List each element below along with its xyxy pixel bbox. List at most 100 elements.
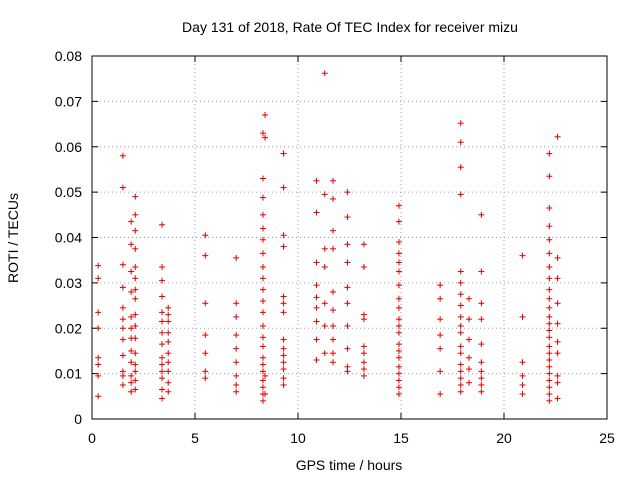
data-point — [546, 350, 553, 357]
data-point — [437, 345, 444, 352]
data-point — [478, 388, 485, 395]
data-point — [95, 372, 102, 379]
data-point — [546, 205, 553, 212]
data-point — [395, 341, 402, 348]
data-point — [330, 336, 337, 343]
data-point — [330, 195, 337, 202]
data-point — [119, 261, 126, 268]
y-tick-label: 0.06 — [55, 139, 82, 155]
data-point — [554, 254, 561, 261]
data-point — [395, 304, 402, 311]
data-point — [395, 218, 402, 225]
data-point — [546, 320, 553, 327]
data-point — [437, 316, 444, 323]
data-point — [546, 377, 553, 384]
data-point — [330, 227, 337, 234]
data-point — [465, 366, 472, 373]
data-point — [546, 295, 553, 302]
data-point — [280, 293, 287, 300]
data-point — [259, 250, 266, 257]
data-point — [280, 366, 287, 373]
data-point — [321, 263, 328, 270]
y-axis-ticks: 0 0.01 0.02 0.03 0.04 0.05 0.06 0.07 0.08 — [55, 48, 607, 427]
data-point — [95, 275, 102, 282]
y-tick-label: 0.07 — [55, 93, 82, 109]
data-point — [119, 336, 126, 343]
data-point — [313, 294, 320, 301]
x-axis-ticks: 0 5 10 15 20 25 — [88, 56, 615, 446]
data-point — [132, 263, 139, 270]
data-point — [119, 352, 126, 359]
data-point — [478, 300, 485, 307]
data-point — [344, 241, 351, 248]
data-point — [259, 377, 266, 384]
data-point — [132, 361, 139, 368]
data-point — [202, 232, 209, 239]
data-point — [202, 332, 209, 339]
y-tick-label: 0.03 — [55, 275, 82, 291]
data-point — [395, 363, 402, 370]
data-point — [321, 70, 328, 77]
data-point — [159, 368, 166, 375]
data-point — [395, 282, 402, 289]
data-point — [259, 343, 266, 350]
data-point — [280, 300, 287, 307]
data-point — [457, 368, 464, 375]
y-tick-label: 0.08 — [55, 48, 82, 64]
data-point — [546, 334, 553, 341]
data-point — [119, 368, 126, 375]
data-point — [233, 372, 240, 379]
data-point — [546, 370, 553, 377]
data-point — [546, 343, 553, 350]
data-point — [554, 395, 561, 402]
data-point — [437, 295, 444, 302]
data-point — [395, 329, 402, 336]
data-point — [395, 268, 402, 275]
data-point — [313, 282, 320, 289]
data-point — [280, 336, 287, 343]
data-point — [554, 275, 561, 282]
data-point — [259, 225, 266, 232]
data-point — [313, 318, 320, 325]
data-point — [119, 304, 126, 311]
data-point — [259, 368, 266, 375]
data-point — [330, 350, 337, 357]
x-tick-label: 10 — [290, 430, 306, 446]
data-point — [395, 316, 402, 323]
data-point — [395, 354, 402, 361]
y-tick-label: 0.01 — [55, 366, 82, 382]
data-point — [165, 318, 172, 325]
data-point — [95, 262, 102, 269]
data-point — [259, 322, 266, 329]
data-point — [457, 375, 464, 382]
data-point — [321, 350, 328, 357]
data-point — [132, 377, 139, 384]
data-point — [259, 275, 266, 282]
data-point — [321, 245, 328, 252]
data-point — [546, 363, 553, 370]
x-tick-label: 20 — [496, 430, 512, 446]
data-point — [344, 300, 351, 307]
data-point — [259, 236, 266, 243]
data-point — [344, 322, 351, 329]
data-point — [546, 327, 553, 334]
data-point — [159, 341, 166, 348]
data-point — [395, 202, 402, 209]
data-point — [465, 316, 472, 323]
data-point — [95, 361, 102, 368]
data-point — [395, 391, 402, 398]
data-point — [554, 320, 561, 327]
data-point — [478, 375, 485, 382]
data-point — [233, 300, 240, 307]
y-tick-label: 0.02 — [55, 320, 82, 336]
x-axis-label: GPS time / hours — [296, 457, 403, 473]
data-point — [330, 307, 337, 314]
data-point — [457, 322, 464, 329]
data-point — [159, 277, 166, 284]
data-point — [546, 250, 553, 257]
data-point — [280, 381, 287, 388]
data-point — [262, 372, 269, 379]
data-point — [478, 268, 485, 275]
data-point — [159, 263, 166, 270]
